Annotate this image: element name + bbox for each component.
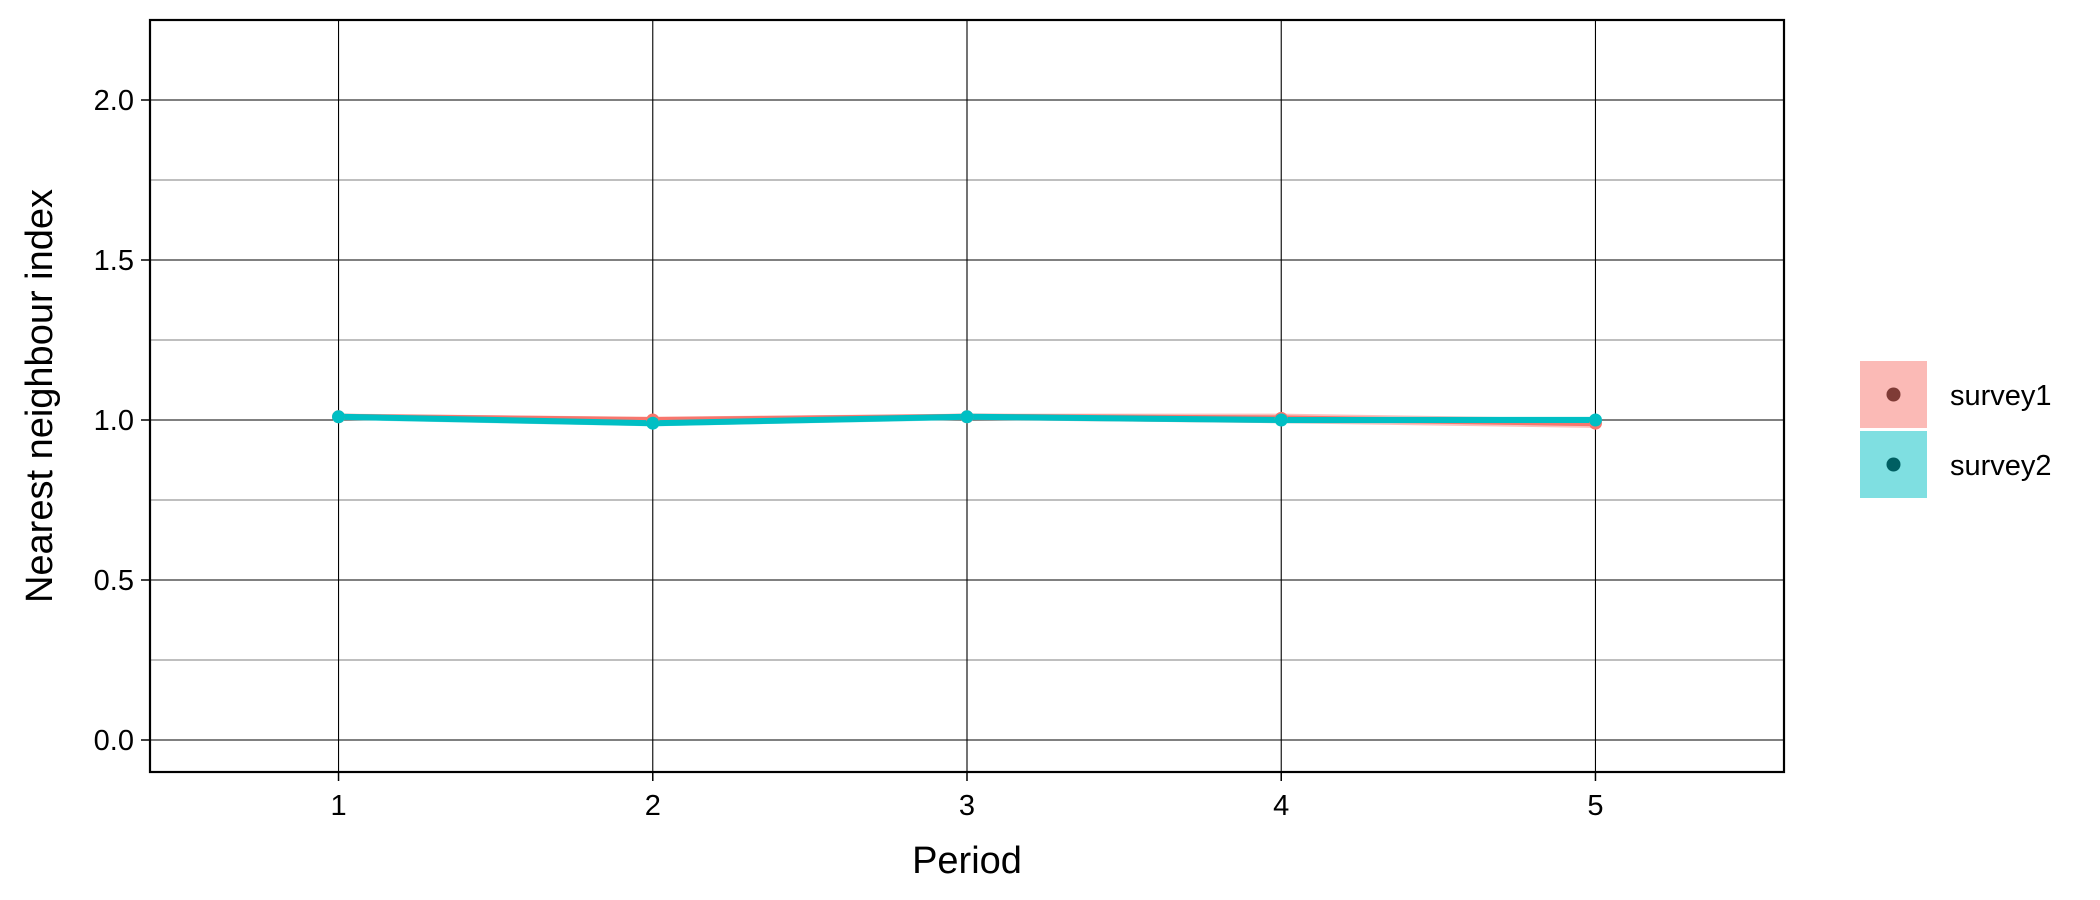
y-tick-label: 1.5 (94, 245, 134, 277)
legend-key-point-survey1 (1886, 387, 1901, 402)
point-survey2 (960, 410, 974, 424)
legend-key-point-survey2 (1886, 457, 1901, 472)
y-axis-title: Nearest neighbour index (19, 189, 61, 603)
point-survey2 (1588, 413, 1602, 427)
x-axis-title: Period (912, 840, 1022, 882)
legend-label-survey1: survey1 (1950, 380, 2052, 412)
x-tick-label: 4 (1273, 790, 1289, 822)
y-tick-label: 0.0 (94, 725, 134, 757)
x-tick-label: 2 (645, 790, 661, 822)
legend: survey1 survey2 (1860, 361, 2052, 498)
x-axis-ticks: 1 2 3 4 5 (330, 772, 1604, 822)
point-survey2 (332, 410, 346, 424)
point-survey2 (646, 416, 660, 430)
y-tick-label: 0.5 (94, 565, 134, 597)
y-tick-label: 1.0 (94, 405, 134, 437)
legend-label-survey2: survey2 (1950, 450, 2052, 482)
x-tick-label: 5 (1587, 790, 1603, 822)
x-tick-label: 1 (330, 790, 346, 822)
y-axis-ticks: 0.0 0.5 1.0 1.5 2.0 (94, 85, 150, 757)
x-tick-label: 3 (959, 790, 975, 822)
y-tick-label: 2.0 (94, 85, 134, 117)
point-survey2 (1274, 413, 1288, 427)
series-points (332, 410, 1602, 430)
